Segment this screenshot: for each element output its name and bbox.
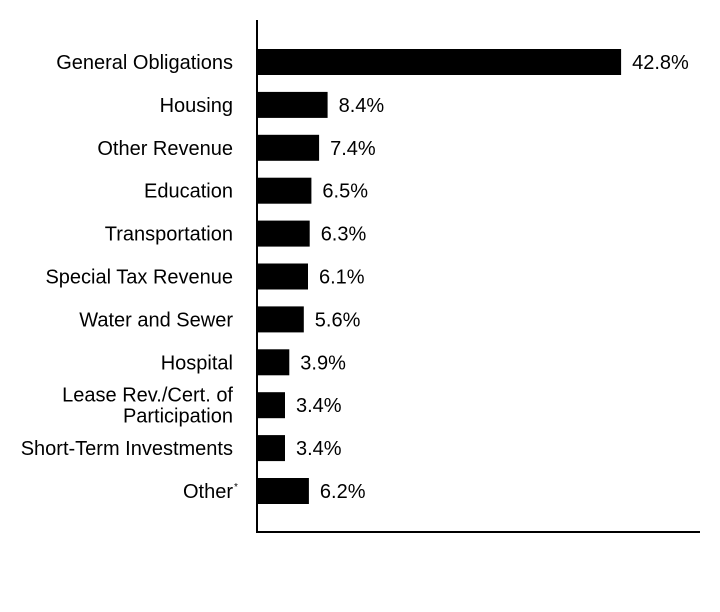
footnote-marker: * — [234, 482, 238, 493]
category-label: Other Revenue — [97, 138, 233, 160]
category-label: Special Tax Revenue — [45, 267, 233, 289]
bar-value-label: 42.8% — [632, 52, 689, 74]
bar — [256, 134, 320, 161]
bar-value-label: 6.1% — [319, 267, 365, 289]
bar — [256, 263, 308, 290]
bar-value-label: 5.6% — [315, 309, 361, 331]
category-label: General Obligations — [56, 52, 233, 74]
bar — [256, 478, 309, 504]
category-label: Short-Term Investments — [21, 438, 233, 460]
category-label: Other — [183, 481, 233, 503]
bar-value-label: 8.4% — [339, 95, 385, 117]
bar — [256, 435, 285, 462]
category-label: Water and Sewer — [79, 309, 233, 331]
bar — [256, 91, 328, 118]
bar — [256, 177, 312, 204]
bar — [256, 220, 310, 247]
bar-value-label: 7.4% — [330, 138, 376, 160]
category-label: Participation — [123, 406, 233, 428]
bar — [256, 306, 304, 333]
category-label: Education — [144, 181, 233, 203]
bar — [256, 349, 290, 376]
category-label: Hospital — [161, 352, 233, 374]
bar-value-label: 3.9% — [300, 352, 346, 374]
category-label: Housing — [160, 95, 233, 117]
bar-value-label: 3.4% — [296, 395, 342, 417]
bar-value-label: 6.3% — [321, 224, 367, 246]
category-label: Transportation — [105, 224, 233, 246]
bars-group — [256, 49, 622, 504]
category-label: Lease Rev./Cert. of — [62, 385, 233, 407]
bar-value-label: 6.2% — [320, 481, 366, 503]
bar — [256, 49, 622, 75]
bar-value-label: 6.5% — [322, 181, 368, 203]
bar-value-label: 3.4% — [296, 438, 342, 460]
category-labels-group: General Obligations Housing Other Revenue E… — [21, 52, 238, 503]
value-labels-group: 42.8% 8.4% 7.4% 6.5% 6.3% 6.1% 5.6% 3.9% 3.4% 3.4… — [296, 52, 689, 503]
bar — [256, 392, 285, 419]
